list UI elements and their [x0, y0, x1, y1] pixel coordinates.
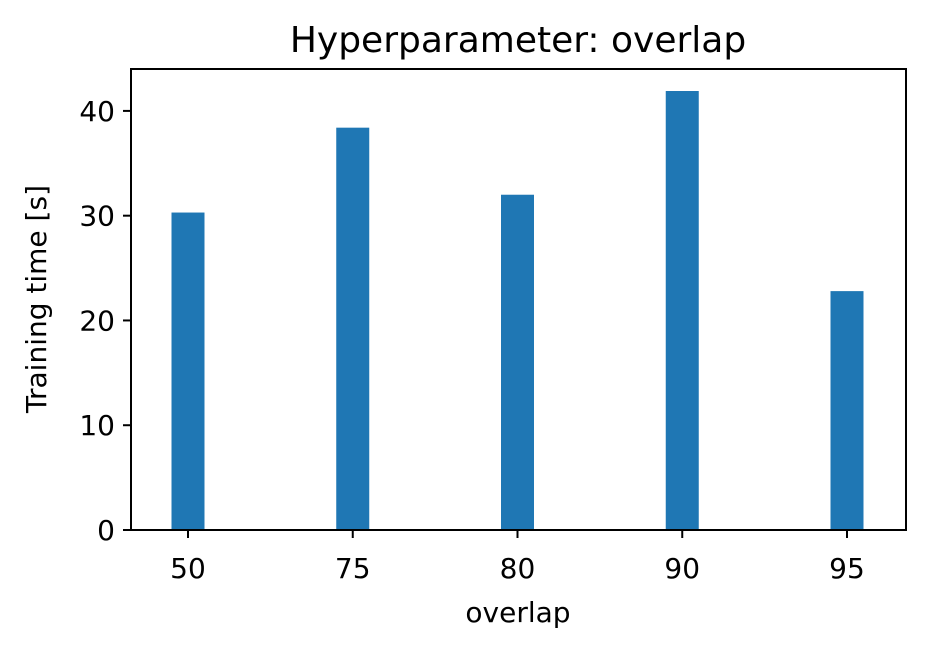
- y-tick-label: 10: [79, 409, 115, 442]
- plot-frame: [130, 68, 907, 531]
- bar-75: [336, 127, 370, 530]
- y-axis-ticks: 0 10 20 30 40: [79, 95, 131, 547]
- bar-50: [171, 212, 205, 530]
- chart-title: Hyperparameter: overlap: [290, 20, 746, 61]
- bar-95: [830, 291, 864, 530]
- x-tick-label: 75: [335, 552, 371, 585]
- y-axis-label: Training time [s]: [20, 185, 53, 414]
- bars-group: [171, 91, 864, 531]
- y-tick-label: 0: [97, 514, 115, 547]
- x-tick-label: 90: [664, 552, 700, 585]
- y-tick-label: 40: [79, 95, 115, 128]
- y-tick-label: 20: [79, 304, 115, 337]
- x-axis-ticks: 50 75 80 90 95: [170, 530, 865, 585]
- x-tick-label: 80: [500, 552, 536, 585]
- y-tick-label: 30: [79, 200, 115, 233]
- x-tick-label: 95: [829, 552, 865, 585]
- bar-90: [665, 91, 699, 531]
- x-tick-label: 50: [170, 552, 206, 585]
- x-axis-label: overlap: [465, 596, 570, 629]
- bar-80: [501, 194, 534, 530]
